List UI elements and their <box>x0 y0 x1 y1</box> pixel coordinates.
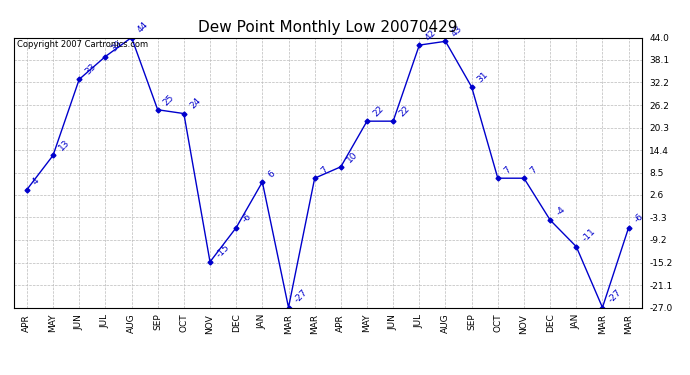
Text: -27: -27 <box>293 288 309 305</box>
Text: 10: 10 <box>345 150 359 164</box>
Text: 25: 25 <box>162 93 176 107</box>
Text: 33: 33 <box>83 62 98 76</box>
Text: 22: 22 <box>371 104 386 118</box>
Text: -6: -6 <box>240 212 253 225</box>
Text: 24: 24 <box>188 96 202 111</box>
Text: 42: 42 <box>424 28 437 42</box>
Text: 13: 13 <box>57 138 72 153</box>
Text: -6: -6 <box>633 212 646 225</box>
Text: 7: 7 <box>528 165 539 176</box>
Text: 44: 44 <box>136 20 150 35</box>
Text: -15: -15 <box>214 242 231 259</box>
Title: Dew Point Monthly Low 20070429: Dew Point Monthly Low 20070429 <box>198 20 457 35</box>
Text: 7: 7 <box>502 165 513 176</box>
Text: -4: -4 <box>554 205 567 217</box>
Text: 6: 6 <box>266 169 277 179</box>
Text: -11: -11 <box>580 227 598 244</box>
Text: 7: 7 <box>319 165 329 176</box>
Text: 22: 22 <box>397 104 412 118</box>
Text: -27: -27 <box>607 288 623 305</box>
Text: 39: 39 <box>110 39 124 54</box>
Text: Copyright 2007 Cartronics.com: Copyright 2007 Cartronics.com <box>17 40 148 49</box>
Text: 43: 43 <box>450 24 464 39</box>
Text: 4: 4 <box>31 177 41 187</box>
Text: 31: 31 <box>476 70 491 84</box>
